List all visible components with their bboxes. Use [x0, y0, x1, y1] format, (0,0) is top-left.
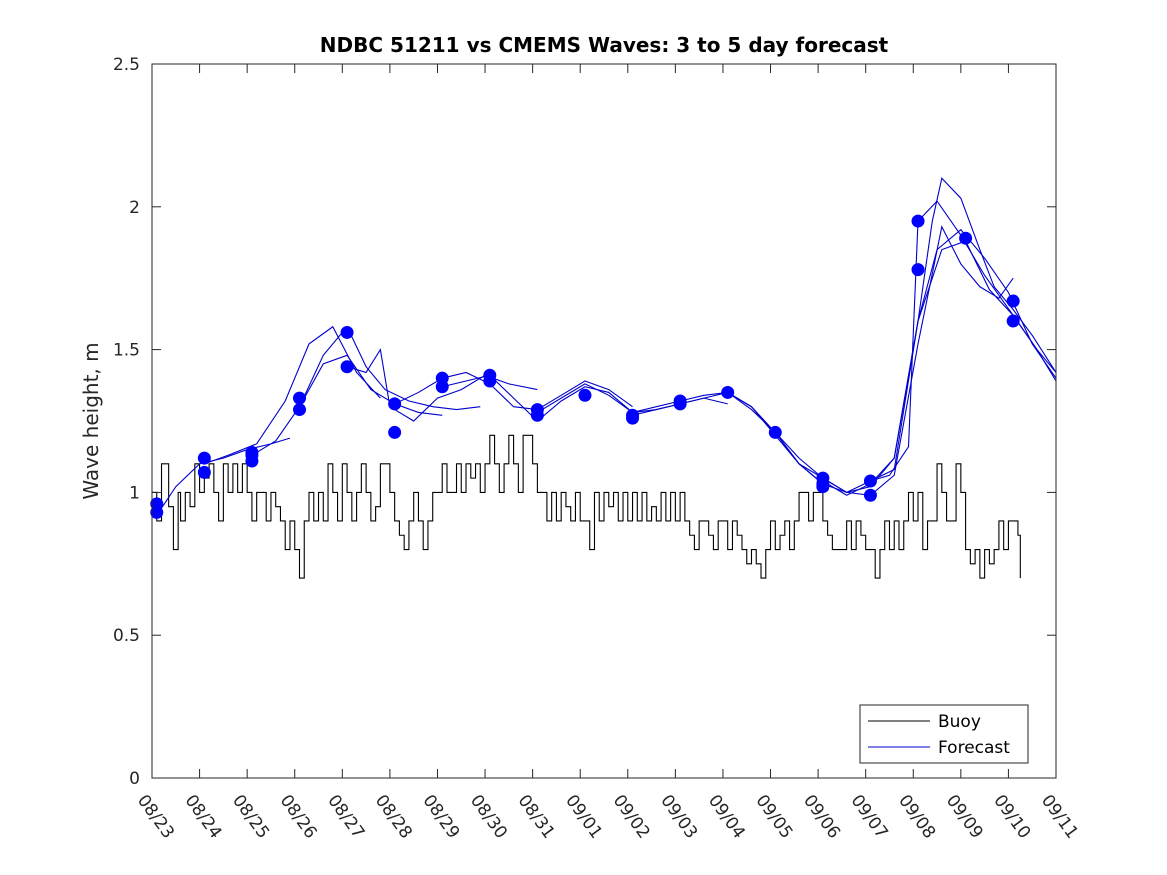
- forecast-marker: [197, 451, 211, 465]
- axes-box: [151, 63, 1057, 779]
- y-tick-label: 2.5: [113, 55, 140, 75]
- forecast-marker: [150, 505, 164, 519]
- forecast-marker: [1006, 314, 1020, 328]
- y-tick-label: 1: [129, 483, 140, 503]
- forecast-marker: [435, 380, 449, 394]
- legend-forecast-label: Forecast: [938, 738, 1010, 758]
- y-tick-label: 0: [129, 769, 140, 789]
- chart-title: NDBC 51211 vs CMEMS Waves: 3 to 5 day fo…: [320, 33, 889, 57]
- legend-box: [859, 704, 1029, 764]
- y-tick-label: 2: [129, 198, 140, 218]
- forecast-marker: [721, 385, 735, 399]
- plot-area: [150, 63, 1057, 779]
- forecast-marker: [911, 263, 925, 277]
- forecast-line: [346, 348, 538, 422]
- y-axis-label: Wave height, m: [79, 342, 103, 499]
- legend: Buoy Forecast: [859, 704, 1029, 764]
- buoy-series: [152, 434, 1021, 579]
- forecast-marker: [768, 425, 782, 439]
- forecast-marker: [673, 397, 687, 411]
- forecast-markers: [150, 214, 1020, 519]
- forecast-marker: [388, 425, 402, 439]
- y-axis: 0 0.5 1 1.5 2 2.5: [113, 55, 1056, 789]
- forecast-marker: [911, 214, 925, 228]
- y-tick-label: 1.5: [113, 341, 140, 361]
- forecast-marker: [292, 391, 306, 405]
- buoy-line: [152, 434, 1021, 579]
- forecast-marker: [959, 231, 973, 245]
- forecast-marker: [863, 488, 877, 502]
- forecast-marker: [530, 408, 544, 422]
- forecast-marker: [483, 374, 497, 388]
- forecast-marker: [340, 325, 354, 339]
- forecast-marker: [578, 388, 592, 402]
- forecast-line: [870, 200, 1057, 482]
- forecast-line: [727, 228, 1057, 494]
- forecast-marker: [245, 454, 259, 468]
- forecast-marker: [292, 403, 306, 417]
- forecast-line: [298, 325, 481, 411]
- forecast-marker: [816, 480, 830, 494]
- forecast-marker: [1006, 294, 1020, 308]
- y-tick-label: 0.5: [113, 626, 140, 646]
- forecast-marker: [626, 411, 640, 425]
- legend-buoy-label: Buoy: [938, 712, 981, 732]
- forecast-marker: [197, 465, 211, 479]
- forecast-marker: [863, 474, 877, 488]
- forecast-line: [394, 371, 633, 411]
- forecast-marker: [388, 397, 402, 411]
- forecast-line: [251, 354, 443, 456]
- axes-background: [152, 64, 1056, 778]
- forecast-marker: [340, 360, 354, 374]
